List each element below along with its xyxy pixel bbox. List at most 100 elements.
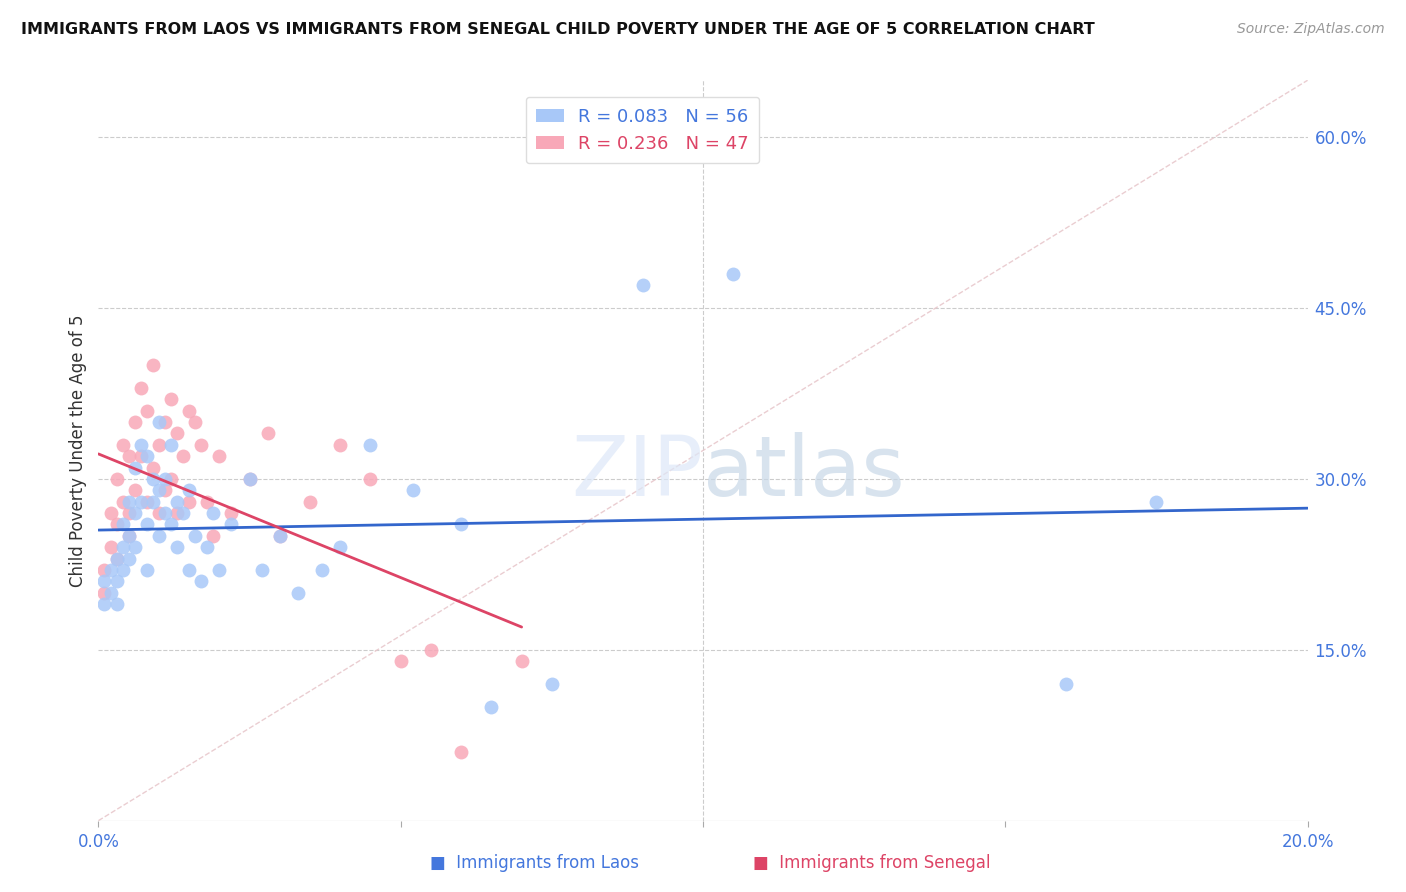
Point xyxy=(105,574,128,589)
Point xyxy=(269,529,291,543)
Point xyxy=(360,438,382,452)
Point xyxy=(105,597,128,611)
Point xyxy=(93,563,115,577)
Point xyxy=(202,506,225,520)
Point xyxy=(124,460,146,475)
Point xyxy=(239,472,262,486)
Point xyxy=(129,438,152,452)
Point xyxy=(208,563,231,577)
Point xyxy=(311,563,333,577)
Point xyxy=(179,483,201,498)
Point xyxy=(148,483,170,498)
Point xyxy=(166,541,188,555)
Point xyxy=(202,529,225,543)
Point xyxy=(179,403,201,417)
Text: Source: ZipAtlas.com: Source: ZipAtlas.com xyxy=(1237,22,1385,37)
Point xyxy=(93,586,115,600)
Point xyxy=(124,541,146,555)
Legend: R = 0.083   N = 56, R = 0.236   N = 47: R = 0.083 N = 56, R = 0.236 N = 47 xyxy=(526,96,759,163)
Text: ■  Immigrants from Senegal: ■ Immigrants from Senegal xyxy=(754,855,990,872)
Point xyxy=(148,529,170,543)
Point xyxy=(299,494,322,508)
Point xyxy=(360,472,382,486)
Point xyxy=(160,517,183,532)
Point xyxy=(329,541,352,555)
Point xyxy=(287,586,309,600)
Point xyxy=(723,267,745,281)
Point xyxy=(111,494,134,508)
Point xyxy=(148,438,170,452)
Point xyxy=(160,472,183,486)
Point xyxy=(250,563,273,577)
Point xyxy=(100,506,122,520)
Point xyxy=(256,426,278,441)
Point xyxy=(172,506,194,520)
Text: ZIP: ZIP xyxy=(571,432,703,513)
Point xyxy=(105,551,128,566)
Point xyxy=(118,506,141,520)
Point xyxy=(142,460,165,475)
Point xyxy=(166,506,188,520)
Point xyxy=(179,563,201,577)
Point xyxy=(142,472,165,486)
Point xyxy=(184,529,207,543)
Point xyxy=(118,529,141,543)
Point xyxy=(129,494,152,508)
Point xyxy=(329,438,352,452)
Point xyxy=(631,278,654,293)
Point xyxy=(105,517,128,532)
Point xyxy=(190,574,212,589)
Point xyxy=(93,597,115,611)
Point xyxy=(105,551,128,566)
Point xyxy=(1144,494,1167,508)
Point xyxy=(135,517,157,532)
Point xyxy=(142,494,165,508)
Point xyxy=(269,529,291,543)
Point xyxy=(450,517,472,532)
Point xyxy=(1054,677,1077,691)
Point xyxy=(100,563,122,577)
Point xyxy=(124,483,146,498)
Point xyxy=(184,415,207,429)
Point xyxy=(111,563,134,577)
Point xyxy=(153,472,176,486)
Point xyxy=(179,494,201,508)
Point xyxy=(111,517,134,532)
Point xyxy=(135,403,157,417)
Point xyxy=(100,586,122,600)
Point xyxy=(166,494,188,508)
Point xyxy=(172,449,194,463)
Point xyxy=(148,506,170,520)
Point xyxy=(118,449,141,463)
Point xyxy=(118,494,141,508)
Point xyxy=(402,483,425,498)
Point xyxy=(93,574,115,589)
Point xyxy=(166,426,188,441)
Point xyxy=(100,541,122,555)
Point xyxy=(111,438,134,452)
Point xyxy=(208,449,231,463)
Point xyxy=(148,415,170,429)
Point xyxy=(135,494,157,508)
Text: atlas: atlas xyxy=(703,432,904,513)
Point xyxy=(190,438,212,452)
Point xyxy=(195,494,218,508)
Text: ■  Immigrants from Laos: ■ Immigrants from Laos xyxy=(430,855,638,872)
Point xyxy=(135,563,157,577)
Point xyxy=(118,551,141,566)
Point xyxy=(450,745,472,759)
Point xyxy=(111,541,134,555)
Point xyxy=(510,654,533,668)
Point xyxy=(135,449,157,463)
Point xyxy=(124,415,146,429)
Y-axis label: Child Poverty Under the Age of 5: Child Poverty Under the Age of 5 xyxy=(69,314,87,587)
Point xyxy=(153,415,176,429)
Point xyxy=(221,506,243,520)
Point xyxy=(105,472,128,486)
Point xyxy=(160,438,183,452)
Point xyxy=(420,642,443,657)
Point xyxy=(142,358,165,372)
Point xyxy=(129,449,152,463)
Point xyxy=(124,506,146,520)
Point xyxy=(160,392,183,407)
